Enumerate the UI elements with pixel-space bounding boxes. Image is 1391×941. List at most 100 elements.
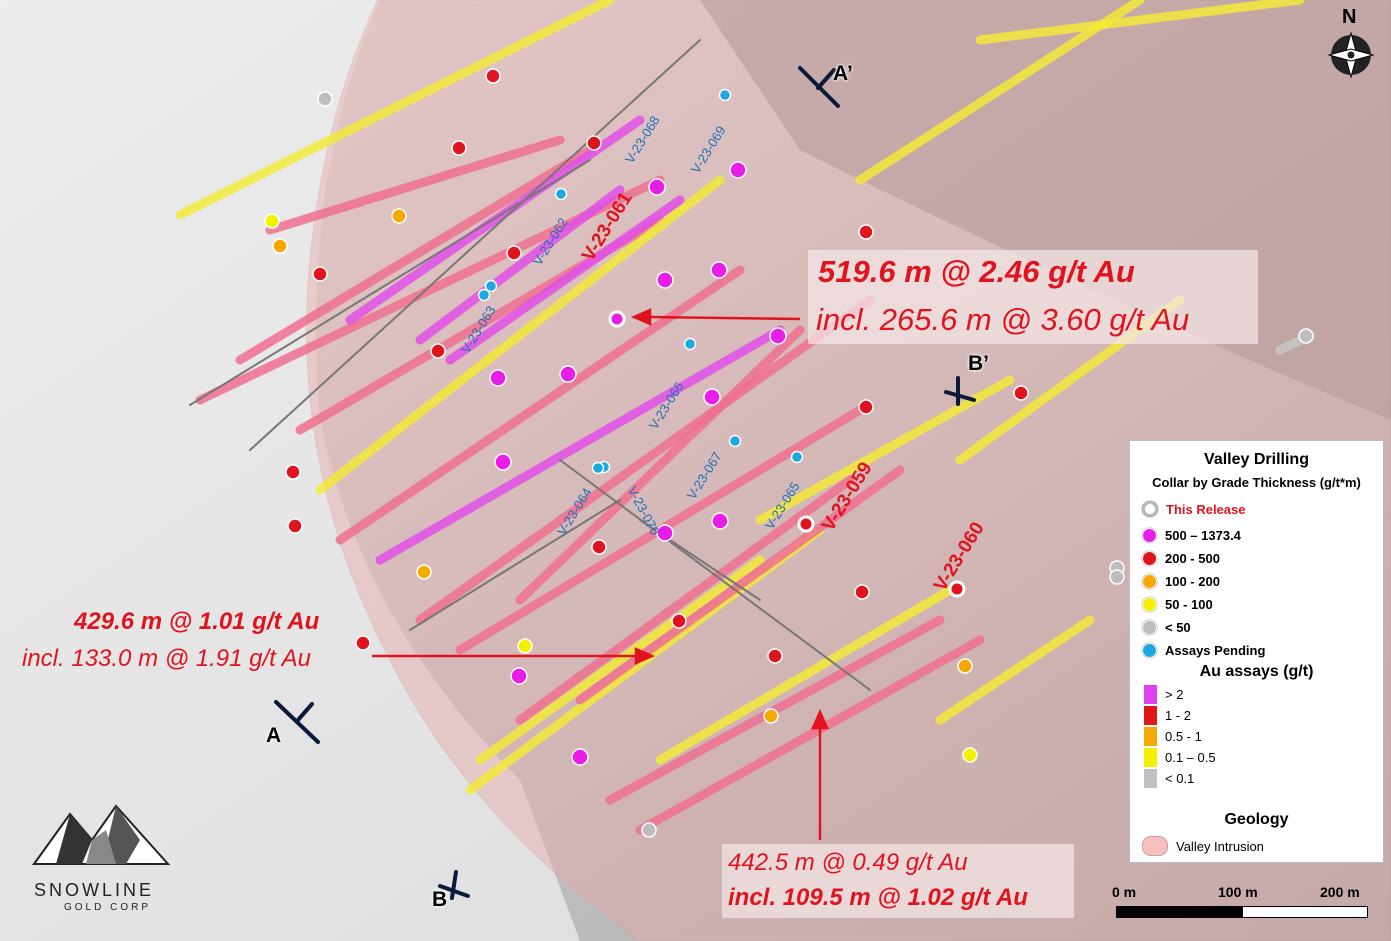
north-arrow-icon: [1327, 31, 1375, 79]
collar-marker: [416, 564, 432, 580]
drill-trace: [175, 0, 615, 220]
collar-marker: [591, 539, 607, 555]
collar-marker: [769, 327, 787, 345]
mountain-logo-icon: [32, 804, 171, 865]
assay-swatch-icon: [1144, 747, 1157, 767]
arrowhead-bottom: [811, 708, 829, 730]
collar-marker: [451, 140, 467, 156]
legend-this-release: This Release: [1142, 500, 1246, 518]
collar-marker: [790, 450, 804, 464]
drill-trace: [265, 135, 565, 235]
collar-marker: [854, 584, 870, 600]
drill-trace: [345, 115, 645, 325]
highlight-1-incl: incl. 265.6 m @ 3.60 g/t Au: [816, 302, 1190, 337]
legend-collar-row: Assays Pending: [1142, 641, 1265, 659]
collar-marker: [711, 512, 729, 530]
release-collar-marker: [797, 515, 815, 533]
collar-dot-icon: [1142, 642, 1157, 658]
assay-swatch-icon: [1144, 705, 1157, 725]
collar-marker: [489, 369, 507, 387]
collar-marker: [656, 524, 674, 542]
highlight-3-main: 442.5 m @ 0.49 g/t Au: [728, 849, 968, 876]
legend-assay-row: > 2: [1144, 684, 1184, 704]
collar-marker: [1109, 569, 1125, 585]
drill-trace: [755, 375, 1015, 525]
arrowhead-061: [630, 308, 652, 326]
section-a-tick1: [274, 700, 320, 744]
drill-trace: [515, 325, 805, 605]
collar-marker: [517, 638, 533, 654]
legend-collar-label: 100 - 200: [1165, 573, 1220, 589]
section-label-b-prime: B’: [968, 352, 989, 375]
collar-marker: [312, 266, 328, 282]
collar-marker: [710, 261, 728, 279]
collar-marker: [1298, 328, 1314, 344]
collar-marker: [703, 388, 721, 406]
collar-marker: [391, 208, 407, 224]
legend-title: Valley Drilling: [1204, 451, 1309, 468]
logo-name: SNOWLINE: [34, 880, 155, 900]
collar-marker: [494, 453, 512, 471]
highlight-2-incl: incl. 133.0 m @ 1.91 g/t Au: [22, 645, 311, 672]
legend-collar-row: 500 – 1373.4: [1142, 526, 1241, 544]
legend-geology-row: Valley Intrusion: [1142, 836, 1264, 856]
drill-trace: [935, 615, 1095, 725]
highlight-box-1: [808, 250, 1258, 344]
collar-marker: [729, 161, 747, 179]
highlight-box-3: [722, 844, 1074, 918]
collar-marker: [957, 658, 973, 674]
release-collar-marker: [608, 310, 626, 328]
geology-swatch-icon: [1142, 836, 1168, 856]
drill-trace: [315, 175, 725, 495]
section-a-tick2: [296, 702, 314, 722]
drill-trace: [375, 325, 785, 565]
drill-trace-pending: [249, 39, 701, 451]
arrow-061: [647, 315, 801, 321]
legend-collar-row: < 50: [1142, 618, 1191, 636]
legend-collar-label: < 50: [1165, 619, 1191, 635]
collar-marker: [763, 708, 779, 724]
drill-trace: [445, 195, 685, 365]
north-label: N: [1342, 6, 1357, 28]
drill-trace: [475, 555, 765, 765]
snowline-logo: SNOWLINE GOLD CORP: [30, 800, 175, 920]
collar-dot-icon: [1142, 573, 1157, 589]
scale-bar-white: [1242, 906, 1368, 918]
collar-marker: [728, 434, 742, 448]
collar-marker: [962, 747, 978, 763]
drill-trace: [415, 295, 875, 625]
legend-collar-row: 50 - 100: [1142, 595, 1213, 613]
collar-marker: [287, 518, 303, 534]
legend-panel: Valley Drilling Collar by Grade Thicknes…: [1129, 440, 1384, 863]
legend-assay-row: 0.5 - 1: [1144, 726, 1202, 746]
legend-assay-label: 1 - 2: [1165, 707, 1192, 723]
collar-marker: [767, 648, 783, 664]
collar-marker: [648, 178, 666, 196]
scale-label-200: 200 m: [1320, 884, 1360, 900]
collar-marker: [559, 365, 577, 383]
legend-assay-label: 0.1 – 0.5: [1165, 749, 1216, 765]
collar-marker: [586, 135, 602, 151]
legend-collar-label: 500 – 1373.4: [1165, 527, 1241, 543]
legend-assay-label: < 0.1: [1165, 770, 1195, 786]
collar-dot-icon: [1142, 527, 1157, 543]
release-collar-marker: [948, 580, 966, 598]
drill-trace: [415, 185, 625, 345]
collar-marker: [1013, 385, 1029, 401]
this-release-icon: [1142, 501, 1158, 517]
collar-marker: [317, 91, 333, 107]
scale-label-100: 100 m: [1218, 884, 1258, 900]
scale-label-0: 0 m: [1112, 884, 1137, 900]
collar-marker: [858, 399, 874, 415]
arrowhead-left: [634, 647, 656, 665]
collar-marker: [506, 245, 522, 261]
drill-trace-pending: [559, 459, 871, 691]
collar-marker: [656, 271, 674, 289]
scale-bar-black: [1116, 906, 1244, 918]
scale-bar: 0 m 100 m 200 m: [1112, 884, 1372, 924]
drill-trace-pending: [409, 499, 621, 631]
legend-assay-label: > 2: [1165, 686, 1184, 702]
legend-assay-title: Au assays (g/t): [1199, 663, 1314, 680]
assay-swatch-icon: [1144, 768, 1157, 788]
highlight-3-incl: incl. 109.5 m @ 1.02 g/t Au: [728, 884, 1028, 911]
